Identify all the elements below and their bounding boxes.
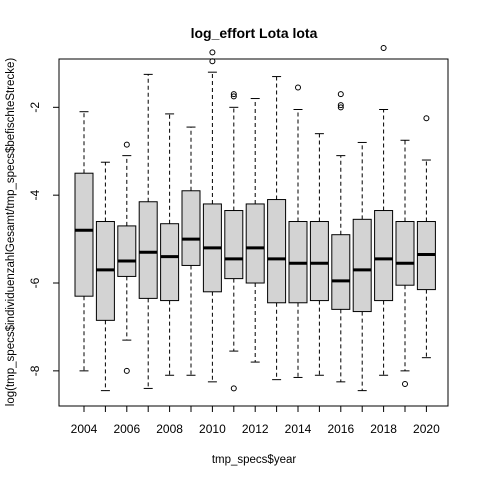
outlier-point [230,93,237,100]
box-2012 [245,98,265,363]
outlier-point [123,367,130,374]
y-tick-label: -6 [28,277,42,288]
outlier-point [230,385,237,392]
outlier-point [209,49,216,56]
y-tick-label: -2 [28,102,42,113]
outlier-point [209,58,216,65]
outlier-point [337,104,344,111]
x-axis: 2004 2006 2008 2010 2012 2014 2016 2018 2020 [71,405,440,436]
box-2005 [95,161,115,392]
x-tick-label: 2014 [285,422,312,436]
box-2006 [117,141,137,374]
outlier-point [423,115,430,122]
box-2013 [267,76,287,381]
box-2008 [160,113,180,376]
iqr-box [331,234,351,310]
outlier-point [337,102,344,109]
iqr-box [181,190,201,266]
box-2007 [138,73,158,389]
box-2018 [374,45,394,376]
iqr-box [224,210,244,280]
x-axis-title: tmp_specs$year [212,454,297,466]
outlier-point [123,141,130,148]
outlier-point [295,84,301,91]
iqr-box [74,172,94,297]
box-2011 [224,91,244,392]
box-2017 [352,141,372,392]
x-tick-label: 2008 [156,422,183,436]
iqr-box [374,210,394,302]
iqr-box [138,201,158,299]
y-axis-title: log(tmp_specs$individuenzahlGesamt/tmp_s… [5,58,17,407]
outlier-point [380,45,387,52]
iqr-box [117,225,137,277]
outlier-point [402,381,408,388]
box-2009 [181,126,201,376]
y-tick-label: -4 [28,190,42,201]
y-tick-label: -8 [28,365,42,376]
iqr-box [160,223,180,302]
x-tick-label: 2020 [413,422,440,436]
box-2010 [202,49,222,383]
x-tick-label: 2018 [370,422,397,436]
box-2019 [395,139,415,388]
x-tick-label: 2010 [199,422,226,436]
box-2004 [74,111,94,372]
x-tick-label: 2012 [242,422,269,436]
box-2016 [331,91,351,383]
outlier-point [337,91,344,98]
x-tick-label: 2004 [71,422,98,436]
iqr-box [395,221,415,286]
iqr-box [309,221,329,302]
iqr-box [267,199,287,304]
outlier-point [230,91,237,98]
x-tick-label: 2006 [113,422,140,436]
x-tick-label: 2016 [327,422,354,436]
iqr-box [245,203,265,284]
box-2015 [309,133,329,376]
iqr-box [352,218,372,313]
y-axis: -2 -4 -6 -8 [28,102,60,376]
box-2020 [416,115,436,359]
box-2014 [288,84,308,378]
boxes-layer [74,45,436,392]
chart-title: log_effort Lota lota [191,25,318,41]
